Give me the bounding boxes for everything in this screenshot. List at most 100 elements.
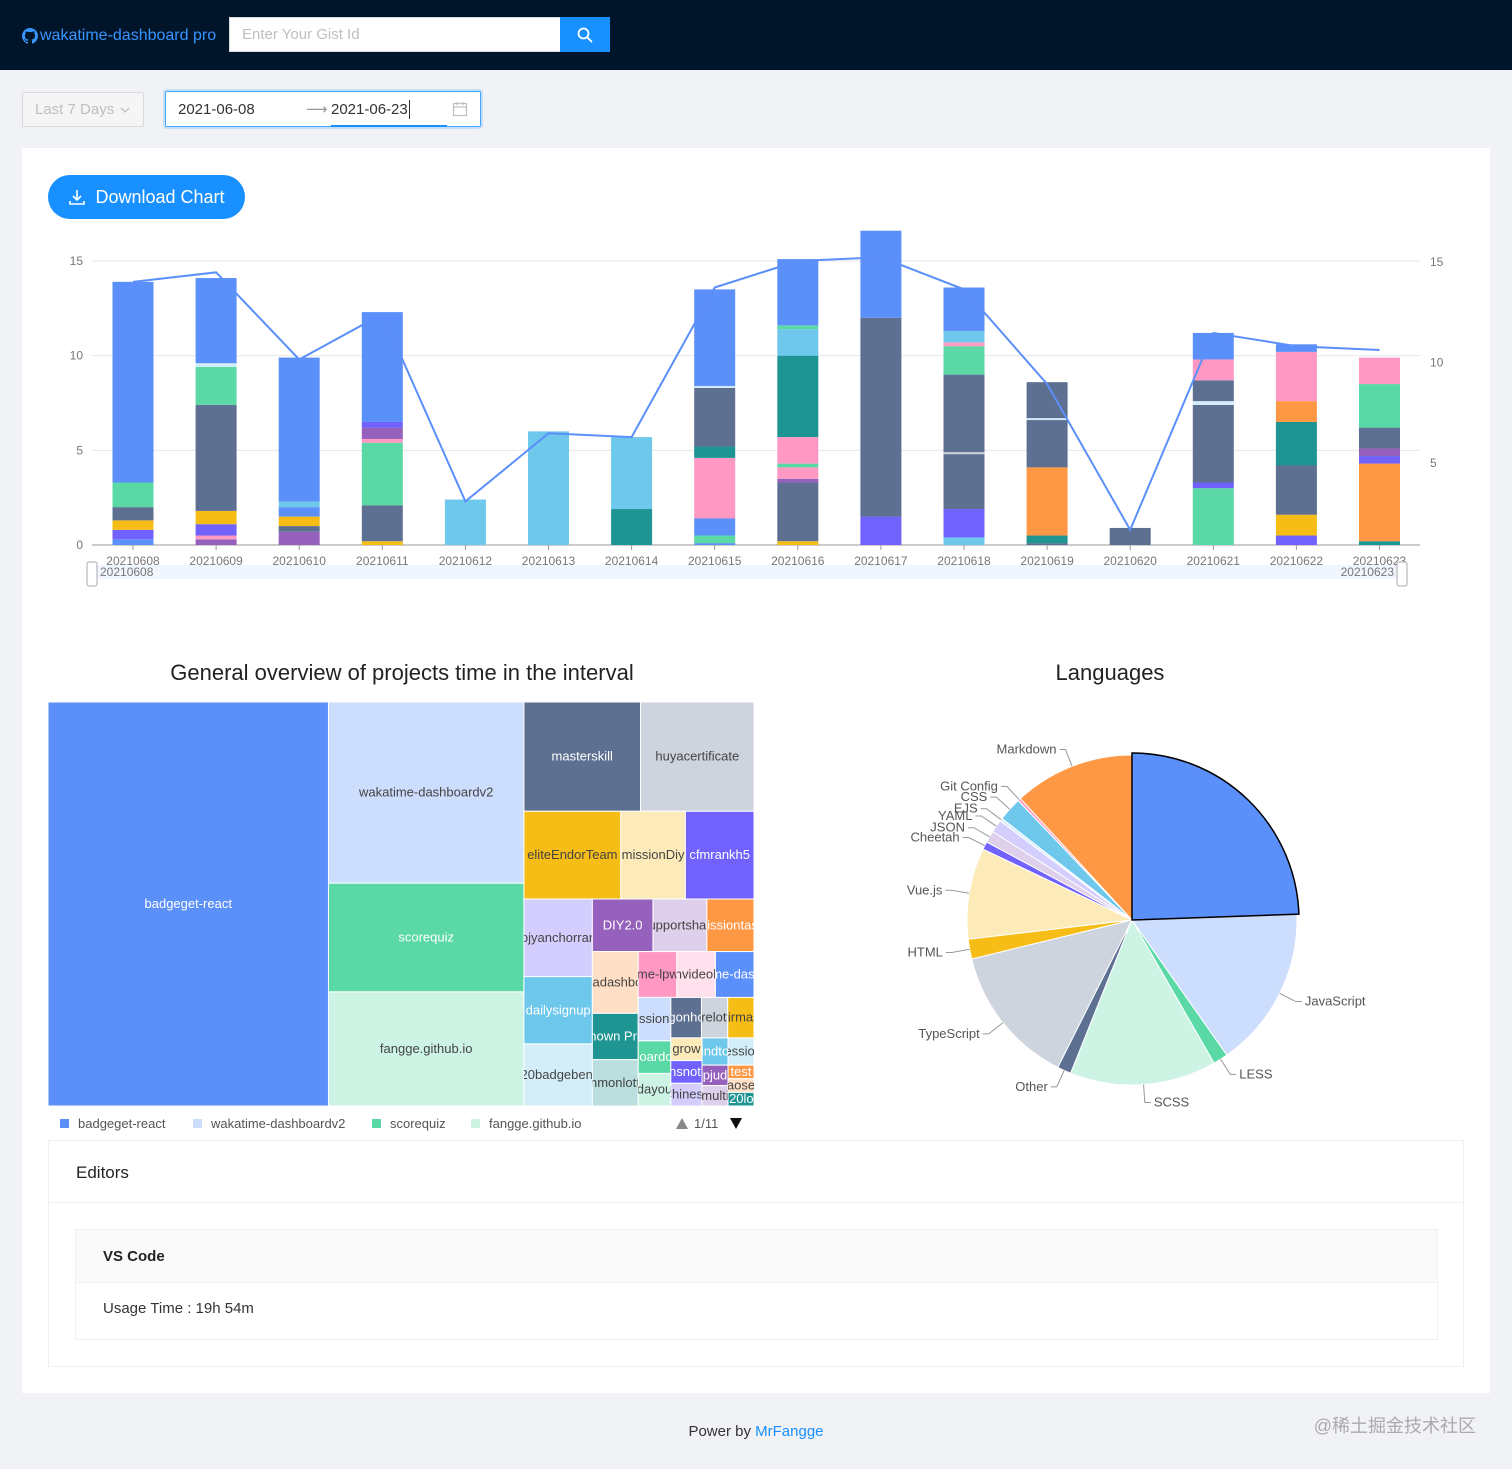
bar-segment[interactable] [361,505,403,542]
gist-id-input[interactable] [229,17,560,52]
bar-segment[interactable] [278,516,320,527]
bar-segment[interactable] [1359,427,1400,449]
legend-swatch[interactable] [193,1119,202,1128]
treemap-node[interactable]: ranvideolist [663,951,729,998]
treemap-node[interactable]: supportshare [642,898,718,953]
bar-segment[interactable] [777,467,819,479]
bar-segment[interactable] [528,431,569,545]
bar-segment[interactable] [943,287,985,332]
bar-segment[interactable] [943,454,985,510]
bar-segment[interactable] [278,526,320,532]
bar-segment[interactable] [943,346,985,375]
bar-segment[interactable] [195,535,237,540]
pie-slice[interactable]: JavaScript [1131,913,1366,1056]
bar-segment[interactable] [777,541,819,545]
treemap-node[interactable]: huyacertificate [640,702,755,812]
bar-segment[interactable] [195,367,237,405]
bar-segment[interactable] [694,387,736,447]
bar-segment[interactable] [777,355,819,438]
bar-segment[interactable] [943,537,985,545]
treemap-node[interactable]: commonlottery [573,1059,659,1107]
bar-segment[interactable] [1275,421,1317,466]
pie-slice-highlighted[interactable] [1131,752,1300,921]
legend-label[interactable]: badgeget-react [78,1116,166,1131]
treemap-node[interactable]: missiontask [696,898,764,953]
pie-slice[interactable]: TypeScript [918,919,1133,1069]
bar-segment[interactable] [1275,514,1317,536]
bar-segment[interactable] [361,541,403,545]
bar-segment[interactable] [1275,401,1317,422]
treemap-node[interactable]: badgeget-react [48,702,329,1107]
legend-label[interactable]: scorequiz [390,1116,446,1131]
bar-segment[interactable] [112,520,154,530]
treemap-node[interactable]: hpjyanchorrank [514,898,603,978]
bar-segment[interactable] [1192,359,1234,381]
bar-segment[interactable] [112,529,154,540]
bar-segment[interactable] [112,539,154,545]
legend-next-icon[interactable] [730,1118,742,1129]
treemap-node[interactable]: missionDiy [620,810,686,900]
bar-segment[interactable] [1359,357,1400,385]
treemap-node[interactable]: multi [701,1085,729,1107]
bar-segment[interactable] [1026,382,1068,419]
bar-segment[interactable] [1275,535,1317,545]
bar-segment[interactable] [1026,535,1068,544]
bar-segment[interactable] [860,317,902,517]
pie-slice[interactable]: SCSS [1070,918,1215,1110]
treemap-node[interactable]: DIY2.0 [591,898,654,953]
date-range-picker[interactable]: 2021-06-08 ⟶ 2021-06-23 [165,91,481,127]
bar-segment[interactable] [1026,420,1068,468]
bar-segment[interactable] [1026,467,1068,536]
treemap-node[interactable]: eliteEndorTeam [523,810,622,900]
bar-segment[interactable] [1026,418,1068,421]
bar-segment[interactable] [1192,404,1234,483]
treemap-node[interactable]: dragonhome [650,996,723,1039]
bar-segment[interactable] [1109,527,1151,545]
bar-segment[interactable] [694,289,736,386]
bar-segment[interactable] [1359,448,1400,457]
bar-segment[interactable] [943,452,985,455]
pie-slice[interactable]: Markdown [997,742,1133,922]
bar-segment[interactable] [611,509,653,545]
bar-segment[interactable] [694,535,736,544]
bar-segment[interactable] [361,442,403,506]
zoom-handle-left[interactable] [86,561,98,587]
zoom-slider-track[interactable] [92,565,1402,579]
bar-segment[interactable] [777,437,819,464]
search-button[interactable] [560,17,610,52]
bar-segment[interactable] [1192,332,1234,360]
treemap-node[interactable]: expindtoken [680,1037,750,1066]
bar-segment[interactable] [777,259,819,326]
treemap-node[interactable]: expressionpay [699,1037,768,1066]
bar-segment[interactable] [1359,541,1400,545]
bar-segment[interactable] [1359,384,1400,428]
treemap-node[interactable]: Chinese [663,1082,711,1107]
bar-segment[interactable] [777,325,819,330]
bar-segment[interactable] [361,312,403,422]
pie-slice[interactable]: Vue.js [907,848,1134,940]
bar-segment[interactable] [1275,344,1317,352]
bar-segment[interactable] [1192,380,1234,402]
pie-slice[interactable]: YAML [938,808,1133,921]
range-preset-select[interactable]: Last 7 Days [22,92,144,127]
treemap-node[interactable]: dayou [637,1072,672,1107]
treemap-node[interactable]: dailysignup [523,976,593,1045]
bar-segment[interactable] [195,404,237,511]
bar-segment[interactable] [943,509,985,538]
legend-prev-icon[interactable] [676,1118,688,1129]
zoom-handle-right[interactable] [1396,561,1408,587]
bar-segment[interactable] [361,427,403,439]
bar-segment[interactable] [195,363,237,368]
treemap-node[interactable]: gaosee [720,1078,763,1093]
treemap-node[interactable]: iframe-lpwzry [619,951,697,998]
treemap-node[interactable]: masterskill [523,702,642,812]
treemap-node[interactable]: cfmrankh5 [684,810,755,900]
bar-segment[interactable] [943,374,985,453]
bar-segment[interactable] [1359,463,1400,542]
bar-segment[interactable] [777,463,819,468]
end-date-input[interactable]: 2021-06-23 [331,101,408,118]
bar-segment[interactable] [860,516,902,545]
treemap-node[interactable]: grow [670,1037,703,1062]
bar-segment[interactable] [694,543,736,545]
bar-segment[interactable] [278,507,320,517]
